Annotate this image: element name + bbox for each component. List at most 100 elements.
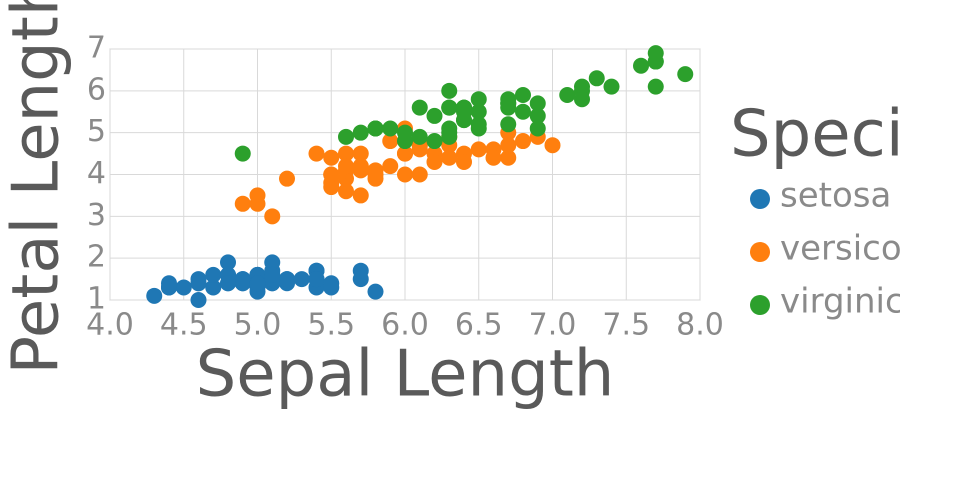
point <box>529 107 546 124</box>
y-tick-label: 7 <box>87 31 106 66</box>
y-tick-label: 5 <box>87 114 106 149</box>
point <box>264 254 281 271</box>
point <box>470 116 487 133</box>
point <box>588 70 605 87</box>
point <box>515 133 531 150</box>
point <box>161 279 177 296</box>
point <box>382 133 399 150</box>
point <box>190 275 207 292</box>
y-axis-title: Petal Length <box>0 0 74 374</box>
x-tick-label: 5.0 <box>234 308 282 343</box>
x-tick-label: 7.5 <box>602 308 650 343</box>
series <box>146 254 384 308</box>
point <box>382 158 399 175</box>
point <box>205 279 222 296</box>
point <box>397 166 413 183</box>
point <box>338 128 354 145</box>
legend-label: virginica <box>780 282 925 322</box>
y-tick-label: 3 <box>87 198 106 233</box>
point <box>411 166 428 183</box>
x-tick-label: 5.5 <box>307 308 355 343</box>
chart-body: Sepal Length Petal Length Species 4.0 4.5… <box>0 0 960 412</box>
x-tick-label: 8.0 <box>676 308 724 343</box>
y-tick-label: 2 <box>87 240 106 275</box>
point <box>234 195 251 212</box>
point <box>500 149 517 166</box>
point <box>529 95 546 112</box>
x-tick-label: 6.0 <box>381 308 429 343</box>
point <box>338 183 354 200</box>
point <box>264 266 281 283</box>
point <box>544 137 561 154</box>
point <box>426 153 443 170</box>
point <box>205 266 222 283</box>
point <box>441 82 458 99</box>
x-tick-label: 6.5 <box>455 308 503 343</box>
series <box>234 120 561 225</box>
point <box>220 275 236 292</box>
point <box>323 149 340 166</box>
y-tick-label: 6 <box>87 72 106 107</box>
legend-marker <box>750 189 770 209</box>
point <box>279 271 295 288</box>
point <box>441 149 458 166</box>
point <box>264 208 281 225</box>
point <box>500 137 517 154</box>
point <box>234 145 251 162</box>
point <box>411 99 428 116</box>
point <box>367 120 384 137</box>
x-tick-label: 7.0 <box>529 308 577 343</box>
point <box>603 78 620 95</box>
point <box>175 279 192 296</box>
point <box>485 149 502 166</box>
point <box>529 120 546 137</box>
point <box>677 66 694 83</box>
point <box>220 254 236 271</box>
point <box>426 133 443 150</box>
point <box>574 91 590 108</box>
point <box>456 103 472 120</box>
x-tick-label: 4.0 <box>86 308 134 343</box>
point <box>338 145 354 162</box>
point <box>515 103 531 120</box>
point <box>633 57 649 74</box>
point <box>367 166 384 183</box>
point <box>559 87 576 104</box>
point <box>308 271 325 288</box>
point <box>500 95 517 112</box>
point <box>411 141 428 158</box>
point <box>323 166 340 183</box>
y-tick-label: 4 <box>87 156 106 191</box>
point <box>426 107 443 124</box>
point <box>352 124 369 141</box>
x-tick-label: 4.5 <box>160 308 208 343</box>
point <box>367 283 384 300</box>
legend-label: versicolor <box>780 229 946 269</box>
point <box>323 279 340 296</box>
point <box>338 158 354 175</box>
legend-marker <box>750 242 770 262</box>
point <box>411 128 428 145</box>
point <box>647 78 664 95</box>
y-tick-label: 1 <box>87 282 106 317</box>
point <box>441 124 458 141</box>
point <box>249 275 266 292</box>
point <box>470 91 487 108</box>
point <box>647 53 664 70</box>
point <box>382 120 399 137</box>
point <box>397 145 413 162</box>
point <box>470 103 487 120</box>
point <box>441 99 458 116</box>
legend-title: Species <box>730 98 960 172</box>
point <box>249 195 266 212</box>
point <box>515 87 531 104</box>
legend-marker <box>750 295 770 315</box>
point <box>293 271 310 288</box>
point <box>279 170 295 187</box>
point <box>352 145 369 162</box>
point <box>397 133 413 150</box>
series <box>234 45 694 162</box>
legend-label: setosa <box>780 176 891 216</box>
point <box>500 116 517 133</box>
